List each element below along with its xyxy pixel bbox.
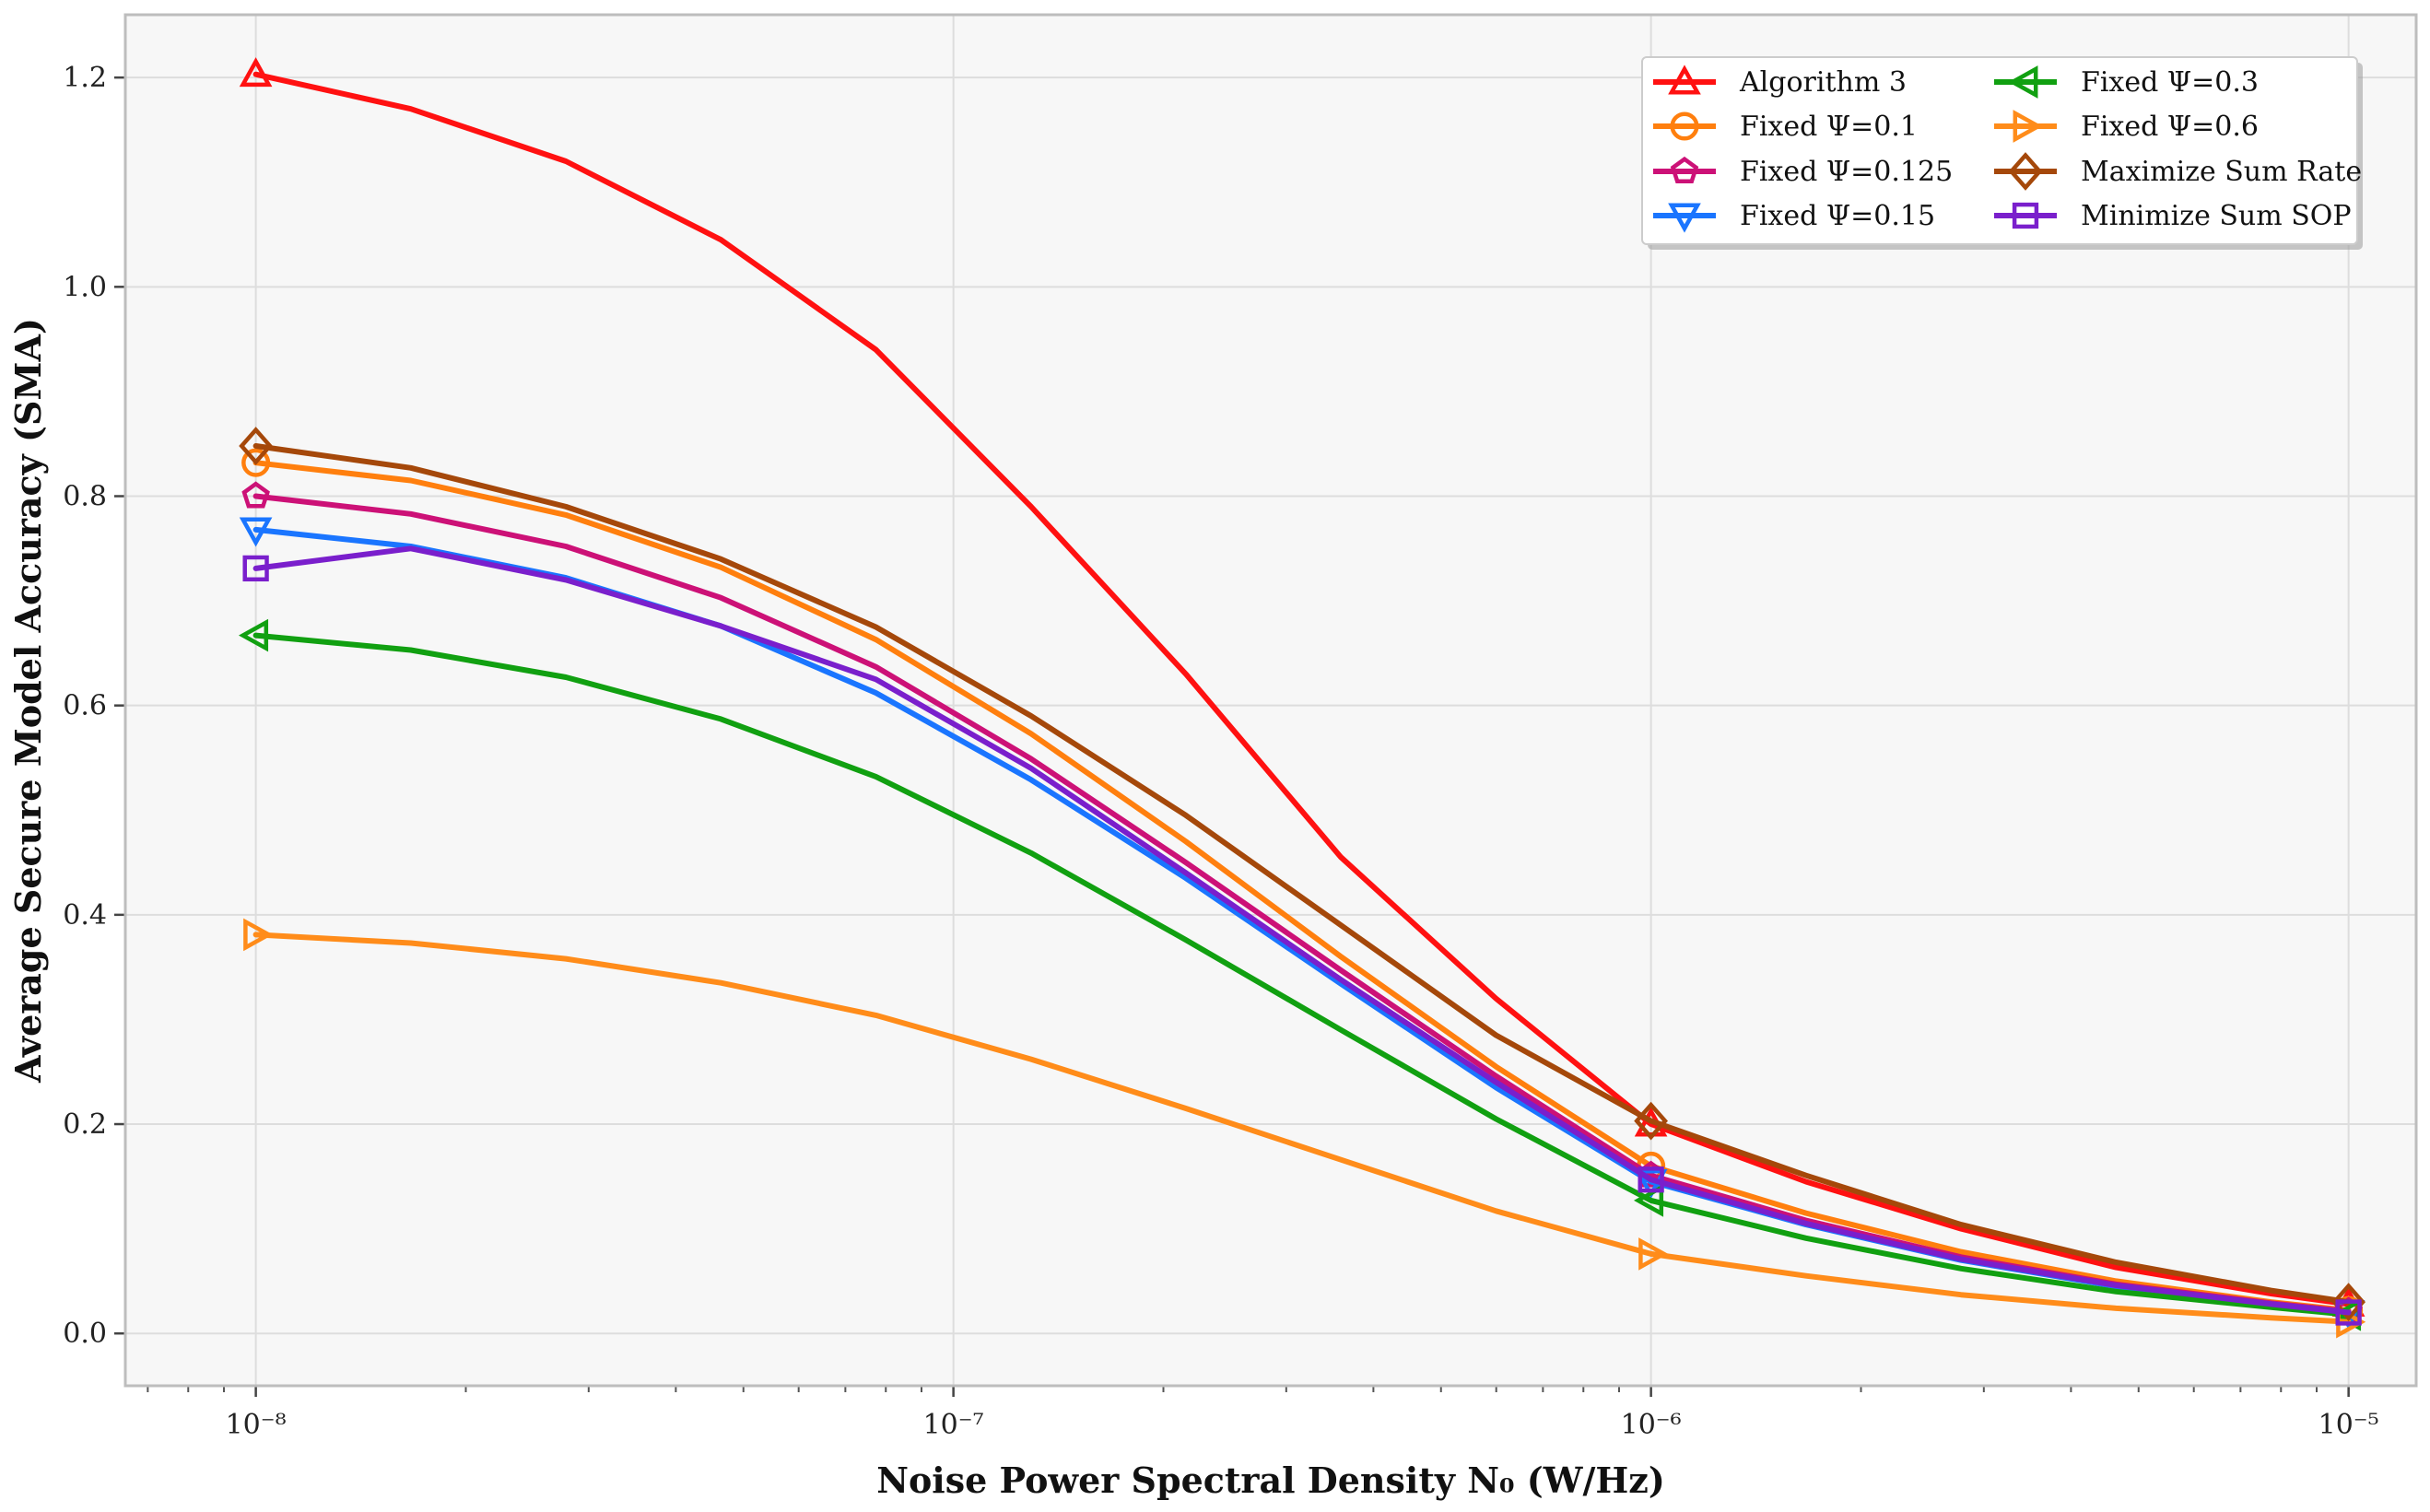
major-ticks	[114, 76, 2350, 1397]
y-tick-label: 1.2	[63, 62, 107, 94]
series-7	[242, 545, 2362, 1326]
legend-item: Fixed Ψ=0.15	[1653, 200, 1935, 233]
legend-item: Minimize Sum SOP	[1994, 200, 2352, 232]
legend-marker	[2013, 110, 2043, 143]
series-line	[252, 460, 2352, 1314]
legend-label: Minimize Sum SOP	[2081, 200, 2352, 232]
x-tick-label: 10⁻⁶	[1621, 1409, 1682, 1441]
data-point-marker	[241, 448, 271, 477]
data-point-marker	[243, 918, 274, 952]
x-tick-label: 10⁻⁵	[2318, 1409, 2379, 1441]
legend-marker	[1670, 111, 1699, 141]
data-point-marker	[242, 555, 269, 582]
data-point-marker	[239, 57, 273, 88]
data-point-marker	[239, 427, 273, 465]
data-point-marker	[2335, 1299, 2362, 1326]
y-tick-label: 0.6	[63, 690, 107, 722]
legend-item: Fixed Ψ=0.3	[1994, 65, 2259, 99]
legend-item: Maximize Sum Rate	[1994, 152, 2362, 191]
legend-marker	[2008, 65, 2038, 99]
legend-item: Algorithm 3	[1653, 64, 1907, 99]
y-tick-labels: 0.0 0.2 0.4 0.6 0.8 1.0 1.2	[63, 62, 107, 1350]
y-tick-label: 0.4	[63, 899, 107, 932]
data-point-marker	[2331, 1283, 2365, 1322]
y-axis-label: Average Secure Model Accuracy (SMA)	[7, 318, 49, 1084]
legend-label: Algorithm 3	[1739, 66, 1907, 99]
data-point-marker	[239, 517, 273, 547]
x-tick-label: 10⁻⁸	[226, 1409, 287, 1441]
grid	[125, 15, 2416, 1386]
legend: Algorithm 3 Fixed Ψ=0.1 Fixed Ψ=0.125 Fixed…	[1641, 56, 2363, 250]
y-tick-label: 0.2	[63, 1108, 107, 1141]
series-6	[239, 427, 2365, 1322]
legend-label: Fixed Ψ=0.125	[1740, 156, 1953, 188]
data-point-marker	[1634, 1101, 1668, 1141]
plot-frame	[123, 13, 2418, 1388]
series-line	[252, 71, 2352, 1307]
legend-marker	[2012, 202, 2039, 229]
series-line	[252, 443, 2352, 1306]
series-line	[252, 932, 2352, 1325]
legend-marker	[1668, 203, 1701, 233]
series-layer	[238, 57, 2366, 1339]
legend-item: Fixed Ψ=0.6	[1994, 110, 2259, 143]
y-tick-label: 1.0	[63, 271, 107, 303]
x-tick-label: 10⁻⁷	[923, 1409, 984, 1441]
legend-label: Fixed Ψ=0.15	[1740, 200, 1935, 232]
data-point-marker	[1638, 1237, 1669, 1271]
data-point-marker	[1633, 1184, 1664, 1217]
legend-item: Fixed Ψ=0.1	[1653, 111, 1918, 143]
data-point-marker	[238, 618, 269, 652]
legend-label: Fixed Ψ=0.3	[2081, 66, 2259, 99]
legend-label: Fixed Ψ=0.1	[1740, 111, 1918, 143]
series-line	[252, 545, 2352, 1316]
series-line	[252, 632, 2352, 1318]
data-point-marker	[241, 481, 270, 509]
legend-label: Maximize Sum Rate	[2081, 156, 2362, 188]
y-tick-label: 0.0	[63, 1318, 107, 1350]
x-tick-labels: 10⁻⁸ 10⁻⁷ 10⁻⁶ 10⁻⁵	[226, 1409, 2379, 1441]
data-point-marker	[1638, 1166, 1664, 1193]
x-axis-label: Noise Power Spectral Density N₀ (W/Hz)	[876, 1459, 1665, 1501]
minor-ticks	[147, 1386, 2318, 1392]
legend-marker	[2008, 152, 2043, 191]
y-tick-label: 0.8	[63, 481, 107, 513]
legend-label: Fixed Ψ=0.6	[2081, 111, 2259, 143]
legend-marker	[1670, 156, 1699, 184]
legend-item: Fixed Ψ=0.125	[1653, 156, 1953, 188]
legend-box	[1641, 56, 2358, 245]
legend-marker	[1668, 64, 1701, 95]
